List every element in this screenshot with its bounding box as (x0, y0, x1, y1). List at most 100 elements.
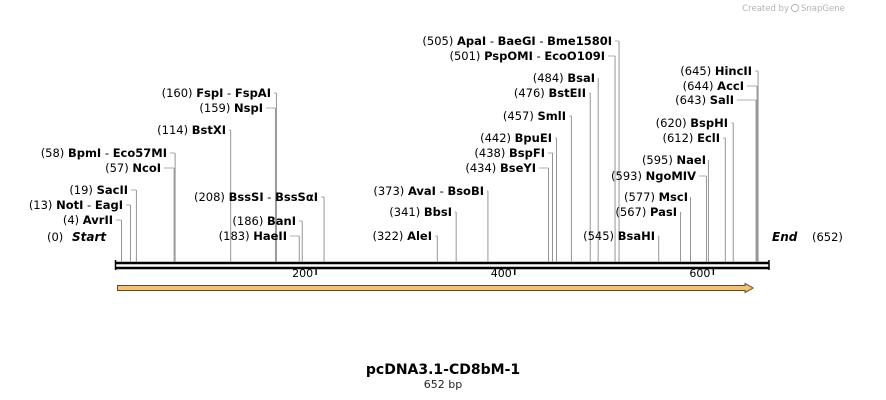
site-label[interactable]: (593) NgoMIV (611, 169, 696, 183)
site-label[interactable]: (643) SalI (675, 93, 734, 107)
enzyme-name[interactable]: FspAI (235, 86, 271, 100)
site-label[interactable]: (183) HaeII (219, 229, 287, 243)
site-label[interactable]: (322) AleI (372, 229, 432, 243)
enzyme-name[interactable]: BseYI (500, 161, 536, 175)
site-label[interactable]: (577) MscI (624, 190, 688, 204)
site-sali[interactable]: (643) SalI (675, 93, 757, 262)
site-label[interactable]: (567) PasI (615, 205, 677, 219)
site-label[interactable]: (19) SacII (69, 183, 128, 197)
site-bseyi[interactable]: (434) BseYI (465, 161, 549, 262)
enzyme-name[interactable]: AccI (717, 79, 744, 93)
enzyme-name[interactable]: SalI (710, 93, 734, 107)
enzyme-name[interactable]: AvaI (408, 184, 436, 198)
site-label[interactable]: (442) BpuEI (480, 131, 552, 145)
site-label[interactable]: (4) AvrII (63, 213, 113, 227)
site-bpuei[interactable]: (442) BpuEI (480, 131, 557, 262)
enzyme-name[interactable]: NotI (56, 198, 83, 212)
site-acci[interactable]: (644) AccI (683, 79, 758, 262)
site-label[interactable]: (612) EclI (663, 131, 721, 145)
enzyme-name[interactable]: MscI (659, 190, 688, 204)
site-msci[interactable]: (577) MscI (624, 190, 691, 262)
site-label[interactable]: (476) BstEII (514, 86, 586, 100)
site-bani[interactable]: (186) BanI (232, 214, 303, 262)
site-fspi[interactable]: (160) FspI - FspAI (162, 86, 277, 262)
site-label[interactable]: (160) FspI - FspAI (162, 86, 271, 100)
enzyme-name[interactable]: BspFI (509, 146, 545, 160)
site-bbsi[interactable]: (341) BbsI (389, 205, 457, 262)
enzyme-name[interactable]: BanI (267, 214, 296, 228)
site-bstEII[interactable]: (476) BstEII (514, 86, 591, 262)
site-pasi[interactable]: (567) PasI (615, 205, 682, 262)
enzyme-name[interactable]: SmlI (538, 109, 567, 123)
site-label[interactable]: (484) BsaI (533, 71, 595, 85)
site-avai[interactable]: (373) AvaI - BsoBI (373, 184, 489, 262)
site-label[interactable]: (186) BanI (232, 214, 296, 228)
feature-arrow[interactable] (117, 282, 755, 294)
site-ecli[interactable]: (612) EclI (663, 131, 726, 262)
site-apai[interactable]: (505) ApaI - BaeGI - Bme1580I (422, 34, 620, 262)
site-label[interactable]: (457) SmlI (503, 109, 566, 123)
enzyme-name[interactable]: BaeGI (498, 34, 536, 48)
site-bpmi[interactable]: (58) BpmI - Eco57MI (41, 146, 176, 262)
enzyme-name[interactable]: BbsI (424, 205, 452, 219)
site-alei[interactable]: (322) AleI (372, 229, 438, 262)
enzyme-name[interactable]: BsoBI (447, 184, 484, 198)
site-bspfi[interactable]: (438) BspFI (474, 146, 553, 262)
site-ncoi[interactable]: (57) NcoI (105, 161, 175, 262)
enzyme-name[interactable]: AleI (407, 229, 432, 243)
site-ngomiv[interactable]: (593) NgoMIV (611, 169, 707, 262)
enzyme-name[interactable]: EcoO109I (544, 49, 605, 63)
enzyme-name[interactable]: Bme1580I (547, 34, 612, 48)
enzyme-name[interactable]: NaeI (677, 153, 706, 167)
enzyme-name[interactable]: BsaI (567, 71, 595, 85)
site-label[interactable]: (57) NcoI (105, 161, 161, 175)
feature-arrow-shape[interactable] (117, 282, 755, 294)
enzyme-name[interactable]: BstEII (548, 86, 586, 100)
enzyme-name[interactable]: BssSI (229, 190, 264, 204)
site-bsahi[interactable]: (545) BsaHI (583, 229, 660, 262)
enzyme-name[interactable]: HaeII (253, 229, 287, 243)
enzyme-name[interactable]: BpuEI (515, 131, 552, 145)
site-label[interactable]: (13) NotI - EagI (29, 198, 123, 212)
enzyme-name[interactable]: BsaHI (618, 229, 655, 243)
enzyme-name[interactable]: ApaI (457, 34, 486, 48)
enzyme-name[interactable]: NgoMIV (646, 169, 696, 183)
site-smli[interactable]: (457) SmlI (503, 109, 572, 262)
enzyme-name[interactable]: PasI (650, 205, 677, 219)
enzyme-name[interactable]: NcoI (132, 161, 161, 175)
site-label[interactable]: (114) BstXI (157, 123, 226, 137)
site-label[interactable]: (545) BsaHI (583, 229, 655, 243)
enzyme-name[interactable]: BpmI (68, 146, 101, 160)
enzyme-name[interactable]: FspI (196, 86, 223, 100)
site-pspomi[interactable]: (501) PspOMI - EcoO109I (449, 49, 616, 262)
enzyme-name[interactable]: BspHI (690, 116, 728, 130)
enzyme-name[interactable]: BstXI (192, 123, 226, 137)
enzyme-name[interactable]: SacII (97, 183, 128, 197)
site-haeii[interactable]: (183) HaeII (219, 229, 300, 262)
enzyme-name[interactable]: BssSαI (275, 190, 318, 204)
site-noti[interactable]: (13) NotI - EagI (29, 198, 131, 262)
site-label[interactable]: (645) HincII (680, 64, 752, 78)
site-sacii[interactable]: (19) SacII (69, 183, 137, 262)
site-bsssi[interactable]: (208) BssSI - BssSαI (194, 190, 325, 262)
site-bsai[interactable]: (484) BsaI (533, 71, 599, 262)
site-label[interactable]: (644) AccI (683, 79, 744, 93)
site-label[interactable]: (438) BspFI (474, 146, 545, 160)
enzyme-name[interactable]: HincII (715, 64, 752, 78)
site-label[interactable]: (501) PspOMI - EcoO109I (449, 49, 605, 63)
site-label[interactable]: (434) BseYI (465, 161, 536, 175)
site-nspi[interactable]: (159) NspI (199, 101, 276, 262)
enzyme-name[interactable]: PspOMI (484, 49, 533, 63)
site-hincii[interactable]: (645) HincII (680, 64, 759, 262)
enzyme-name[interactable]: EclI (697, 131, 720, 145)
site-bsphi[interactable]: (620) BspHI (656, 116, 734, 262)
enzyme-name[interactable]: EagI (95, 198, 123, 212)
site-label[interactable]: (373) AvaI - BsoBI (373, 184, 484, 198)
site-label[interactable]: (58) BpmI - Eco57MI (41, 146, 167, 160)
enzyme-name[interactable]: NspI (234, 101, 263, 115)
site-label[interactable]: (159) NspI (199, 101, 263, 115)
site-naei[interactable]: (595) NaeI (642, 153, 709, 262)
enzyme-name[interactable]: Eco57MI (113, 146, 167, 160)
enzyme-name[interactable]: AvrII (83, 213, 113, 227)
site-bstxi[interactable]: (114) BstXI (157, 123, 232, 262)
